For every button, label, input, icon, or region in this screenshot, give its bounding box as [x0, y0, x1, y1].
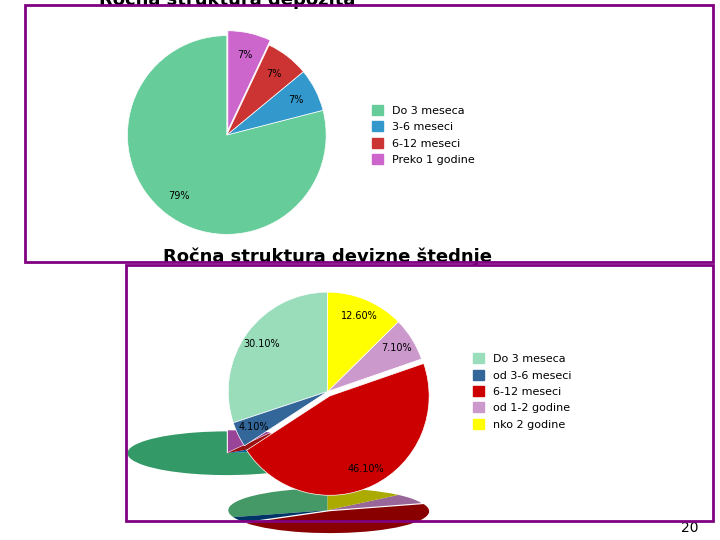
- Wedge shape: [328, 292, 398, 392]
- Wedge shape: [246, 504, 429, 533]
- Wedge shape: [328, 488, 398, 510]
- Wedge shape: [228, 488, 328, 517]
- Legend: Do 3 meseca, 3-6 meseci, 6-12 meseci, Preko 1 godine: Do 3 meseca, 3-6 meseci, 6-12 meseci, Pr…: [369, 102, 478, 168]
- Wedge shape: [246, 363, 429, 495]
- Wedge shape: [328, 322, 421, 392]
- Wedge shape: [233, 392, 328, 446]
- Text: 79%: 79%: [168, 191, 190, 201]
- Wedge shape: [233, 510, 328, 522]
- Text: 7.10%: 7.10%: [382, 343, 412, 354]
- Wedge shape: [127, 36, 326, 234]
- Title: Ročna struktura depozita: Ročna struktura depozita: [99, 0, 355, 9]
- Legend: Do 3 meseca, od 3-6 meseci, 6-12 meseci, od 1-2 godine, nko 2 godine: Do 3 meseca, od 3-6 meseci, 6-12 meseci,…: [469, 350, 575, 433]
- Wedge shape: [227, 440, 323, 453]
- Wedge shape: [228, 31, 270, 130]
- Title: Ročna struktura devizne štednje: Ročna struktura devizne štednje: [163, 247, 492, 266]
- Text: 7%: 7%: [237, 50, 253, 59]
- Wedge shape: [228, 292, 328, 423]
- Text: 30.10%: 30.10%: [243, 339, 280, 349]
- Text: 4.10%: 4.10%: [239, 422, 269, 432]
- Wedge shape: [227, 45, 303, 135]
- Wedge shape: [227, 72, 323, 135]
- Text: 20: 20: [681, 521, 698, 535]
- Wedge shape: [127, 431, 326, 475]
- Wedge shape: [227, 434, 303, 453]
- Text: 12.60%: 12.60%: [341, 312, 377, 321]
- Wedge shape: [228, 430, 270, 452]
- Text: 7%: 7%: [288, 95, 304, 105]
- Text: 7%: 7%: [266, 69, 282, 79]
- Wedge shape: [328, 495, 421, 510]
- Text: 46.10%: 46.10%: [347, 464, 384, 474]
